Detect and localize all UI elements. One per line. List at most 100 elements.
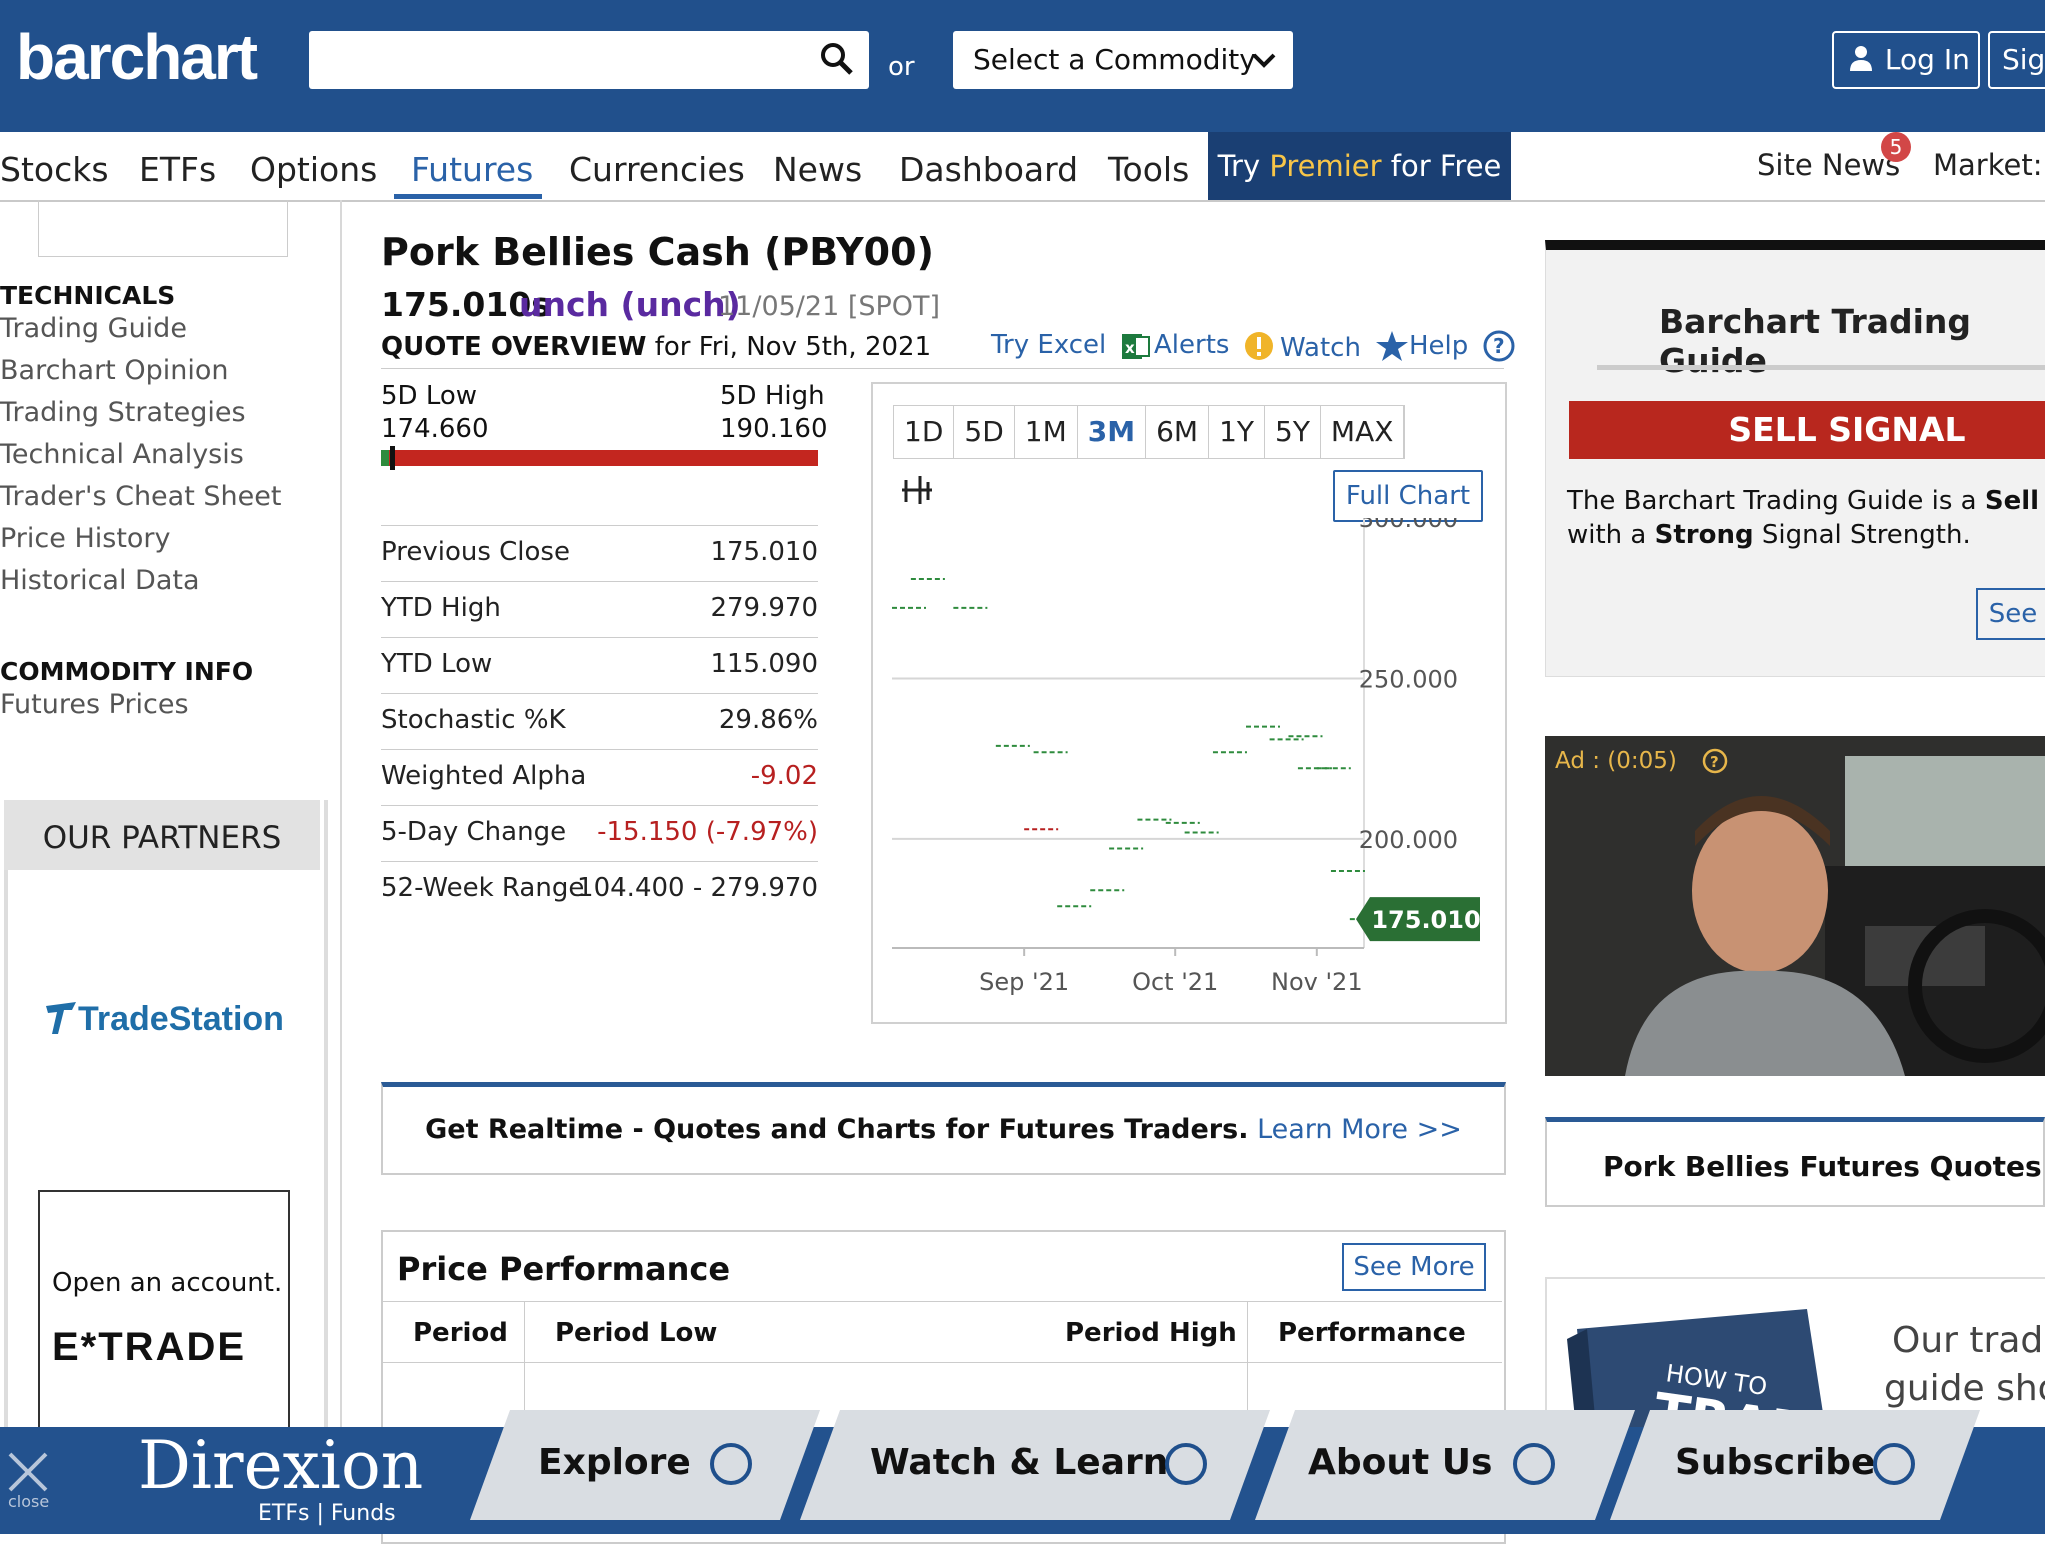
etrade-ad-box[interactable] [38,1190,290,1454]
login-button[interactable]: Log In [1832,31,1980,89]
how-to-trade-text-2: guide sho [1884,1368,2045,1409]
col-divider [1247,1302,1248,1432]
range-button-5d[interactable]: 5D [954,406,1015,458]
signup-button[interactable]: Sig [1988,31,2045,89]
try-excel-label: Try Excel [991,330,1107,360]
sidebar-link-technical-analysis[interactable]: Technical Analysis [0,439,244,470]
market-label[interactable]: Market: [1933,148,2043,182]
5d-high-label: 5D High [720,381,825,411]
range-button-1m[interactable]: 1M [1015,406,1078,458]
x-tick-label: Oct '21 [1132,968,1218,996]
quotes-api-box[interactable]: Pork Bellies Futures Quotes API [1545,1117,2045,1207]
nav-dashboard[interactable]: Dashboard [899,150,1079,189]
learn-more-link[interactable]: Learn More >> [1257,1114,1462,1145]
sidebar-link-cheat-sheet[interactable]: Trader's Cheat Sheet [0,481,282,512]
see-more-button[interactable]: See More [1342,1243,1486,1291]
realtime-banner[interactable]: Get Realtime - Quotes and Charts for Fut… [381,1082,1506,1175]
stat-label: 52-Week Range [381,873,585,903]
etrade-logo[interactable]: E*TRADE [52,1325,247,1369]
guide-text-2-bold: Strong [1654,520,1754,550]
realtime-banner-text: Get Realtime - Quotes and Charts for Fut… [425,1114,1249,1145]
commodity-select[interactable]: Select a Commodity [953,31,1293,89]
direxion-logo[interactable]: Direxion [138,1427,424,1504]
close-label[interactable]: close [8,1492,50,1511]
stat-row: YTD Low 115.090 [381,637,818,694]
stat-row: Weighted Alpha -9.02 [381,749,818,806]
ad-countdown-label: Ad : (0:05) ? [1555,748,1728,774]
commodity-select-label: Select a Commodity [973,43,1256,76]
nav-etfs[interactable]: ETFs [139,150,217,189]
page-title: Pork Bellies Cash (PBY00) [381,230,934,274]
search-input[interactable] [323,31,807,87]
ad-subscribe-label[interactable]: Subscribe [1675,1442,1876,1483]
crosshair-cursor-icon[interactable] [900,472,936,508]
guide-text-2-post: Signal Strength. [1753,520,1971,550]
range-button-6m[interactable]: 6M [1146,406,1210,458]
try-excel-link[interactable]: Try Excel x [991,330,1151,361]
full-chart-button[interactable]: Full Chart [1333,470,1483,522]
nav-options[interactable]: Options [250,150,378,189]
performance-header-row: Period Period Low Period High Performanc… [383,1301,1502,1363]
y-tick-label: 300.000 [1359,518,1458,533]
premier-highlight: Premier [1269,149,1382,183]
tradestation-logo[interactable]: TradeStation [44,1000,284,1039]
site-news-link[interactable]: Site News [1757,148,1901,182]
nav-currencies[interactable]: Currencies [569,150,745,189]
svg-text:?: ? [1710,753,1719,771]
sidebar-link-barchart-opinion[interactable]: Barchart Opinion [0,355,229,386]
ad-about-us-label[interactable]: About Us [1308,1442,1493,1483]
sidebar-link-futures-prices[interactable]: Futures Prices [0,689,189,720]
sidebar-link-trading-guide[interactable]: Trading Guide [0,313,187,344]
barchart-logo[interactable]: barchart [16,21,258,93]
help-label: Help [1409,331,1469,361]
last-price-tag [1356,897,1480,942]
ad-explore-label[interactable]: Explore [538,1442,691,1483]
nav-tools[interactable]: Tools [1108,150,1190,189]
nav-news[interactable]: News [773,150,863,189]
range-button-1y[interactable]: 1Y [1209,406,1265,458]
stat-value: 29.86% [718,705,818,735]
y-tick-label: 200.000 [1359,826,1458,854]
video-ad[interactable] [1545,736,2045,1076]
stat-value: 104.400 - 279.970 [577,873,818,903]
col-divider [524,1302,525,1432]
see-button[interactable]: See [1976,588,2045,640]
guide-text-1-bold: Sell Sig [1984,486,2045,516]
5d-range-marker [389,446,395,470]
sidebar-link-trading-strategies[interactable]: Trading Strategies [0,397,246,428]
or-label: or [888,52,915,82]
watch-label: Watch [1280,333,1361,363]
col-period-high: Period High [1065,1318,1237,1348]
stat-row: 5-Day Change -15.150 (-7.97%) [381,805,818,862]
try-premier-button[interactable]: Try Premier for Free [1208,132,1511,200]
range-button-5y[interactable]: 5Y [1265,406,1321,458]
alerts-link[interactable]: Alerts [1154,330,1274,361]
search-box [309,31,869,89]
svg-text:x: x [1125,339,1135,357]
range-button-3m[interactable]: 3M [1078,406,1147,458]
stat-label: Previous Close [381,537,570,567]
stat-label: 5-Day Change [381,817,567,847]
etrade-open-account-text: Open an account. [52,1268,283,1298]
ad-watch-learn-label[interactable]: Watch & Learn [870,1442,1169,1483]
search-icon[interactable] [819,41,855,77]
range-button-max[interactable]: MAX [1321,406,1405,458]
sidebar-link-price-history[interactable]: Price History [0,523,171,554]
video-ad-image [1545,736,2045,1076]
5d-high-value: 190.160 [720,414,828,444]
close-icon[interactable] [4,1450,52,1494]
price-chart[interactable]: 300.000 250.000 200.000 Sep '21 Oct '21 Nov '… [872,518,1502,1003]
watch-link[interactable]: Watch [1280,330,1409,363]
nav-stocks[interactable]: Stocks [0,150,109,189]
help-icon[interactable]: ? [1702,748,1728,774]
nav-futures[interactable]: Futures [411,150,534,189]
quote-overview-date: for Fri, Nov 5th, 2021 [654,332,932,362]
stat-value: -15.150 (-7.97%) [597,817,818,847]
tradestation-mark-icon [46,1002,76,1034]
range-button-1d[interactable]: 1D [894,406,955,458]
sidebar-link-historical-data[interactable]: Historical Data [0,565,200,596]
trading-guide-text-2: with a Strong Signal Strength. [1567,520,1971,550]
help-link[interactable]: Help ? [1409,330,1515,362]
partners-heading: OUR PARTNERS [4,800,320,870]
main-nav: Stocks ETFs Options Futures Currencies N… [0,132,2045,202]
